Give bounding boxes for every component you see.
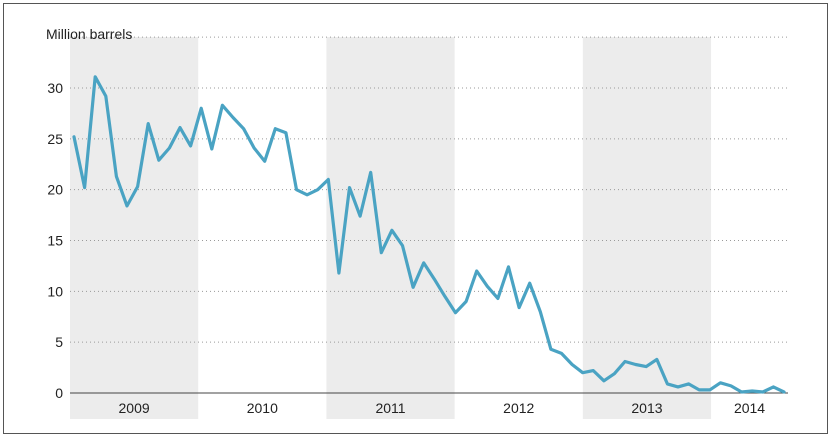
- y-tick-label: 5: [55, 334, 63, 350]
- y-tick-label: 30: [47, 80, 63, 96]
- y-tick-label: 25: [47, 131, 63, 147]
- series-line: [72, 75, 786, 394]
- y-tick-label: 10: [47, 283, 63, 299]
- year-shade-2009: [70, 37, 199, 419]
- x-tick-label: 2012: [503, 400, 534, 416]
- x-tick-label: 2009: [119, 400, 150, 416]
- y-axis-label: Million barrels: [46, 26, 132, 42]
- x-tick-label: 2011: [375, 400, 405, 416]
- y-tick-label: 15: [47, 233, 63, 249]
- x-tick-label: 2014: [734, 400, 765, 416]
- x-tick-label: 2013: [631, 400, 662, 416]
- y-tick-label: 0: [55, 385, 63, 401]
- y-tick-label: 20: [47, 182, 63, 198]
- x-tick-label: 2010: [247, 400, 278, 416]
- year-shade-2013: [582, 37, 712, 419]
- year-shade-2011: [326, 37, 455, 419]
